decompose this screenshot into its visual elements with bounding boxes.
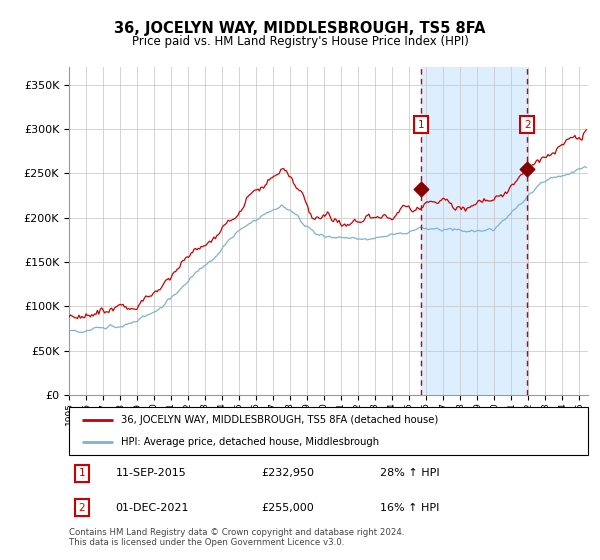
Text: HPI: Average price, detached house, Middlesbrough: HPI: Average price, detached house, Midd…	[121, 437, 379, 447]
Point	[522, 165, 532, 174]
Text: Price paid vs. HM Land Registry's House Price Index (HPI): Price paid vs. HM Land Registry's House …	[131, 35, 469, 48]
Point	[416, 184, 426, 193]
Text: 2: 2	[79, 503, 85, 513]
Text: 28% ↑ HPI: 28% ↑ HPI	[380, 468, 440, 478]
Text: 11-SEP-2015: 11-SEP-2015	[116, 468, 187, 478]
Text: £255,000: £255,000	[261, 503, 314, 513]
Text: Contains HM Land Registry data © Crown copyright and database right 2024.
This d: Contains HM Land Registry data © Crown c…	[69, 528, 404, 547]
Text: 1: 1	[418, 120, 424, 130]
FancyBboxPatch shape	[69, 407, 588, 455]
Text: 1: 1	[79, 468, 85, 478]
Text: 2: 2	[524, 120, 530, 130]
Text: 36, JOCELYN WAY, MIDDLESBROUGH, TS5 8FA: 36, JOCELYN WAY, MIDDLESBROUGH, TS5 8FA	[114, 21, 486, 36]
Text: £232,950: £232,950	[261, 468, 314, 478]
Text: 36, JOCELYN WAY, MIDDLESBROUGH, TS5 8FA (detached house): 36, JOCELYN WAY, MIDDLESBROUGH, TS5 8FA …	[121, 415, 438, 425]
Bar	[421, 67, 527, 395]
Text: 16% ↑ HPI: 16% ↑ HPI	[380, 503, 440, 513]
Text: 01-DEC-2021: 01-DEC-2021	[116, 503, 189, 513]
